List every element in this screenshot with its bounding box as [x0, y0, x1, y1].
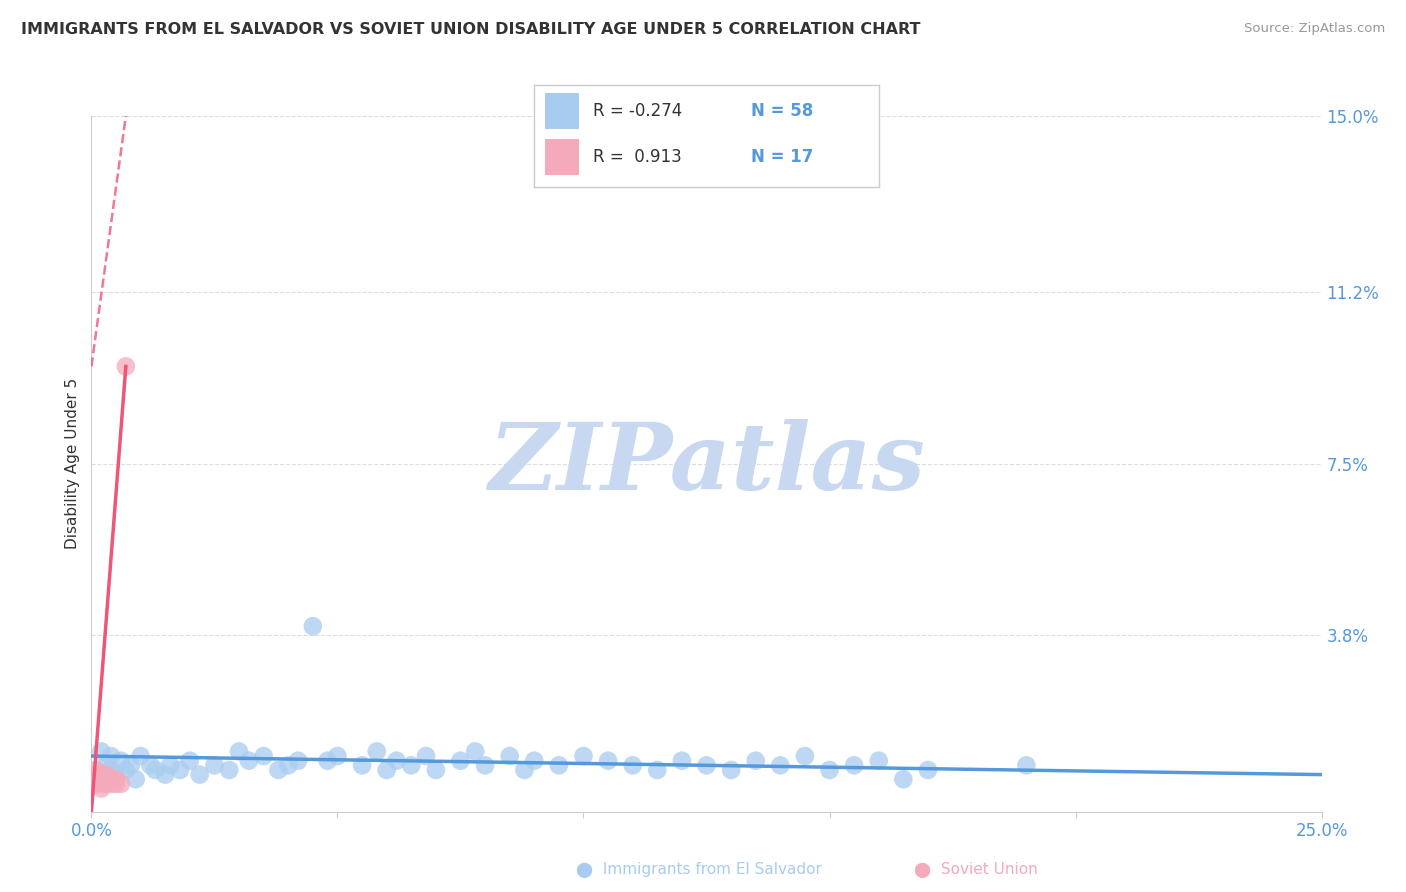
Point: [868, 754, 890, 768]
Point: [179, 754, 201, 768]
Point: [316, 754, 339, 768]
Point: [188, 767, 211, 781]
Point: [917, 763, 939, 777]
Point: [645, 763, 669, 777]
Point: [352, 758, 374, 772]
Point: [96, 777, 117, 791]
Point: [1015, 758, 1038, 772]
Point: [120, 758, 142, 772]
Point: [301, 619, 323, 633]
Point: [153, 767, 177, 781]
Point: [105, 772, 127, 787]
Point: [159, 758, 181, 772]
Y-axis label: Disability Age Under 5: Disability Age Under 5: [65, 378, 80, 549]
Point: [238, 754, 260, 768]
Point: [96, 758, 117, 772]
Bar: [544, 93, 579, 128]
Point: [105, 777, 127, 791]
Text: ⬤  Soviet Union: ⬤ Soviet Union: [914, 862, 1038, 878]
Point: [498, 749, 520, 764]
Point: [366, 744, 388, 758]
Point: [513, 763, 536, 777]
Point: [818, 763, 841, 777]
Point: [86, 772, 108, 787]
Point: [253, 749, 276, 764]
Text: N = 17: N = 17: [751, 148, 814, 166]
Point: [139, 758, 162, 772]
Point: [96, 767, 117, 781]
Point: [745, 754, 768, 768]
Point: [129, 749, 152, 764]
Point: [90, 772, 112, 787]
Text: ZIPatlas: ZIPatlas: [488, 419, 925, 508]
Point: [720, 763, 742, 777]
Point: [547, 758, 569, 772]
Point: [769, 758, 792, 772]
Point: [114, 359, 138, 374]
Point: [385, 754, 408, 768]
Point: [695, 758, 717, 772]
Point: [621, 758, 644, 772]
Point: [90, 777, 112, 791]
Point: [86, 777, 108, 791]
Point: [86, 767, 108, 781]
Point: [228, 744, 250, 758]
Point: [464, 744, 486, 758]
Point: [218, 763, 240, 777]
Text: Source: ZipAtlas.com: Source: ZipAtlas.com: [1244, 22, 1385, 36]
Point: [596, 754, 619, 768]
Point: [86, 763, 108, 777]
Point: [110, 754, 132, 768]
Text: ⬤  Immigrants from El Salvador: ⬤ Immigrants from El Salvador: [576, 862, 823, 878]
Point: [287, 754, 309, 768]
Point: [793, 749, 815, 764]
Point: [100, 777, 122, 791]
Point: [474, 758, 496, 772]
Point: [90, 767, 112, 781]
Point: [145, 763, 166, 777]
Point: [100, 772, 122, 787]
Point: [326, 749, 349, 764]
Point: [425, 763, 447, 777]
Text: R =  0.913: R = 0.913: [593, 148, 682, 166]
Point: [449, 754, 471, 768]
Bar: [544, 139, 579, 175]
Point: [891, 772, 914, 787]
Point: [267, 763, 290, 777]
Point: [671, 754, 693, 768]
Text: N = 58: N = 58: [751, 102, 814, 120]
Point: [572, 749, 595, 764]
Point: [399, 758, 422, 772]
Point: [114, 763, 138, 777]
Point: [202, 758, 225, 772]
Text: R = -0.274: R = -0.274: [593, 102, 682, 120]
Point: [96, 772, 117, 787]
Point: [375, 763, 398, 777]
Point: [523, 754, 546, 768]
Point: [90, 744, 112, 758]
Text: IMMIGRANTS FROM EL SALVADOR VS SOVIET UNION DISABILITY AGE UNDER 5 CORRELATION C: IMMIGRANTS FROM EL SALVADOR VS SOVIET UN…: [21, 22, 921, 37]
Point: [124, 772, 146, 787]
Point: [100, 763, 122, 777]
Point: [100, 749, 122, 764]
Point: [277, 758, 299, 772]
Point: [90, 781, 112, 796]
Point: [110, 777, 132, 791]
Point: [105, 767, 127, 781]
Point: [169, 763, 191, 777]
Point: [842, 758, 865, 772]
Point: [415, 749, 437, 764]
